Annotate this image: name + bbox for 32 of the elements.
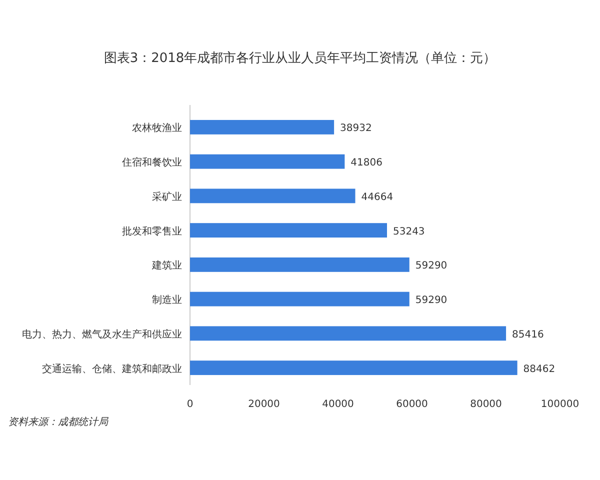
y-tick-label: 制造业 [152,294,182,306]
data-label: 88462 [523,364,556,375]
x-tick-label: 20000 [248,399,280,410]
x-tick-label: 40000 [322,399,354,410]
y-tick-label: 采矿业 [152,190,182,203]
data-label: 38932 [340,123,372,134]
y-tick-label: 交通运输、仓储、建筑和邮政业 [42,362,182,375]
x-tick-label: 100000 [540,399,580,410]
y-tick-label: 农林牧渔业 [132,122,182,134]
bar [190,188,356,204]
text: 资料来源：成都统计局 [8,416,109,428]
data-label: 59290 [415,295,448,306]
x-tick-label: 60000 [396,399,428,410]
data-label: 53243 [393,226,425,238]
y-tick-label: 建筑业 [151,260,182,272]
bar [190,326,506,341]
y-tick-label: 批发和零售业 [122,225,182,238]
bar [190,223,387,238]
bar [190,120,334,134]
bar [190,257,410,272]
bar [190,154,345,169]
x-tick-label: 80000 [470,399,502,410]
chart-title: 图表3：2018年成都市各行业从业人员年平均工资情况（单位：元） [104,51,496,66]
data-label: 41806 [350,158,382,169]
data-label: 59290 [415,260,448,272]
bar [190,360,518,376]
x-tick-label: 0 [186,399,194,410]
data-label: 44664 [361,192,394,203]
data-label: 85416 [512,329,544,340]
bar [190,292,410,306]
y-tick-label: 住宿和餐饮业 [122,156,182,169]
y-tick-label: 电力、热力、燃气及水生产和供应业 [22,328,182,340]
